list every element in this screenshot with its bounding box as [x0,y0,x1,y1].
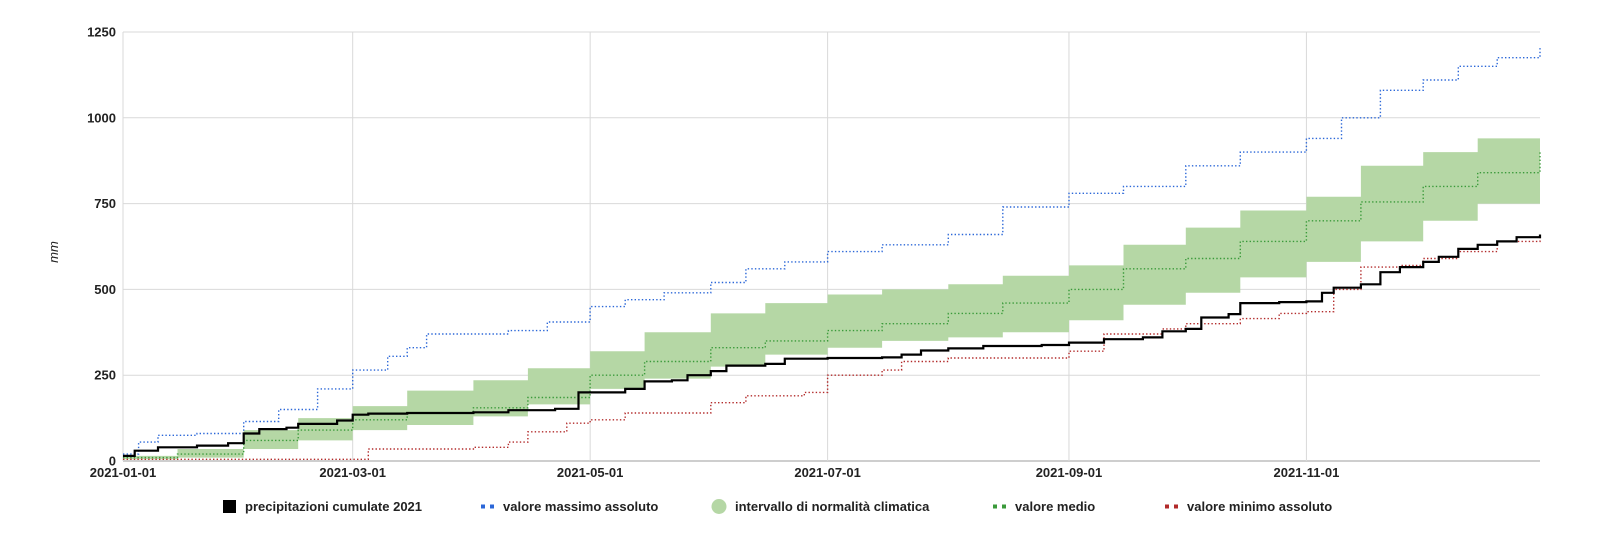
chart-grid [122,31,1540,462]
legend-swatch [1174,504,1178,509]
legend-item-2: intervallo di normalità climatica [711,499,930,514]
y-tick-label: 1000 [87,110,116,125]
x-tick-label: 2021-05-01 [557,465,624,480]
x-tick-label: 2021-03-01 [319,465,386,480]
legend-label: valore minimo assoluto [1187,499,1332,514]
legend-label: intervallo di normalità climatica [735,499,930,514]
legend-swatch [711,499,727,514]
chart-legend: precipitazioni cumulate 2021 valore massi… [223,499,1332,514]
y-axis-ticks: 0 250 500 750 1000 1250 [87,25,116,469]
legend-item-3: valore medio [993,499,1095,514]
legend-swatch [481,504,485,509]
series-lines [123,47,1542,460]
x-tick-label: 2021-11-01 [1274,465,1340,480]
legend-swatch [490,504,494,509]
legend-swatch [1002,504,1006,509]
legend-label: valore medio [1015,499,1095,514]
legend-label: valore massimo assoluto [503,499,658,514]
x-tick-label: 2021-01-01 [90,465,157,480]
series-line-dotted-0 [123,47,1541,455]
y-tick-label: 750 [94,196,116,211]
legend-swatch [1165,504,1169,509]
y-tick-label: 500 [94,282,116,297]
x-tick-label: 2021-07-01 [794,465,861,480]
y-tick-label: 1250 [87,25,116,40]
legend-swatch [993,504,997,509]
x-tick-label: 2021-09-01 [1036,465,1103,480]
y-axis-label: mm [46,241,61,263]
legend-item-0: precipitazioni cumulate 2021 [223,499,422,514]
legend-item-4: valore minimo assoluto [1165,499,1332,514]
x-axis-ticks: 2021-01-01 2021-03-01 2021-05-01 2021-07-01… [90,465,1340,480]
y-tick-label: 250 [94,368,116,383]
legend-label: precipitazioni cumulate 2021 [245,499,422,514]
y-tick-label: 0 [109,454,116,469]
legend-swatch [223,500,236,513]
series-line-cumulate-2021 [123,234,1542,457]
legend-item-1: valore massimo assoluto [481,499,658,514]
